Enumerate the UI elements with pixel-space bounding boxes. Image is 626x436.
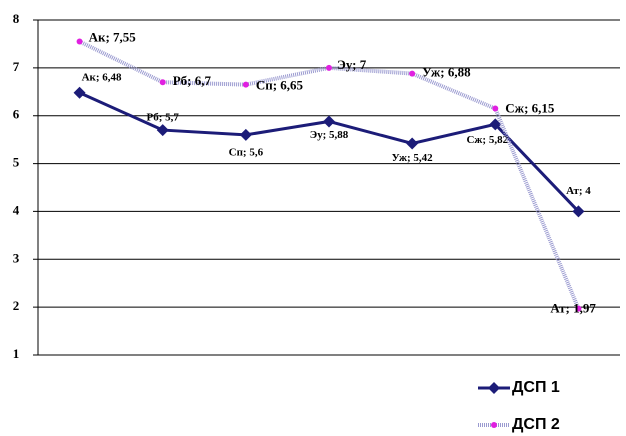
marker — [409, 70, 416, 77]
data-label: Ак; 7,55 — [89, 30, 137, 45]
data-label: Рб; 5,7 — [147, 112, 180, 124]
legend-marker — [488, 382, 500, 394]
data-label: Уж; 5,42 — [392, 152, 434, 164]
data-label: Сж; 6,15 — [505, 101, 555, 116]
marker — [406, 137, 419, 150]
legend-marker — [491, 422, 497, 428]
y-tick-label: 7 — [13, 59, 20, 74]
y-tick-label: 3 — [13, 250, 20, 265]
marker — [76, 38, 83, 45]
data-label: Ак; 6,48 — [82, 71, 122, 83]
marker — [239, 128, 252, 141]
data-label: Рб; 6,7 — [173, 73, 212, 88]
marker — [156, 124, 169, 137]
y-tick-label: 5 — [13, 155, 20, 170]
y-tick-label: 6 — [13, 107, 20, 122]
data-label: Ат; 4 — [566, 185, 591, 197]
marker — [73, 86, 86, 99]
data-label: Ат; 1,97 — [550, 301, 596, 316]
data-label: Сп; 6,65 — [256, 78, 304, 93]
series-line — [78, 91, 580, 213]
marker — [323, 115, 335, 128]
marker — [159, 79, 166, 86]
marker — [242, 81, 249, 88]
data-label: Эу; 5,88 — [310, 129, 349, 141]
y-tick-label: 2 — [13, 298, 20, 313]
marker — [572, 205, 585, 218]
legend-label: ДСП 2 — [512, 416, 560, 433]
legend-label: ДСП 1 — [512, 379, 560, 396]
marker — [492, 105, 499, 112]
data-label: Уж; 6,88 — [422, 65, 471, 80]
marker — [489, 118, 502, 131]
series-line — [78, 39, 581, 310]
data-label: Эу; 7 — [337, 57, 367, 72]
marker — [575, 305, 582, 312]
y-tick-label: 4 — [13, 202, 20, 217]
marker — [326, 64, 332, 71]
y-tick-label: 1 — [13, 346, 20, 361]
y-tick-label: 8 — [13, 11, 20, 26]
data-label: Сж; 5,82 — [466, 134, 508, 146]
data-label: Сп; 5,6 — [229, 146, 264, 158]
